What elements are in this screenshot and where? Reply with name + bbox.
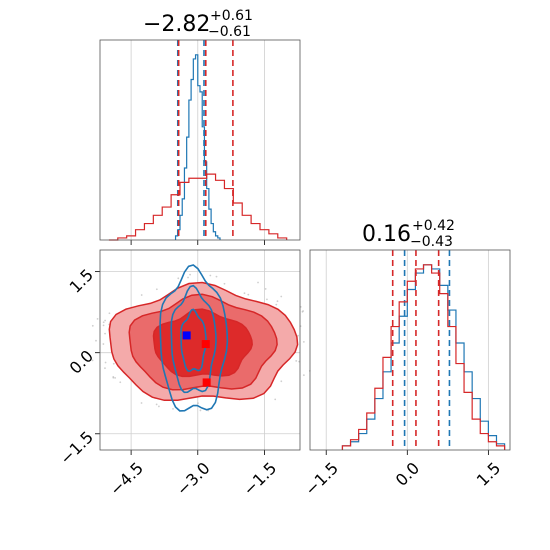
joint-sample-point [274,398,277,401]
joint-ytick-label-1: 0.0 [66,346,97,377]
m2-frame [309,249,511,451]
title-param2-value: 0.16 [362,222,411,247]
joint-marker-2 [202,378,211,387]
joint-blue-contour-2 [180,308,207,372]
m2-xtick-label-2: 1.5 [473,458,504,489]
joint-sample-point [177,277,180,280]
joint-sample-point [91,359,94,362]
joint-sample-point [209,274,212,277]
m2-xtick-label-1: 0.0 [392,458,423,489]
joint-sample-point [215,275,218,278]
joint-sample-point [114,377,117,379]
joint-sample-point [157,405,160,408]
joint-sample-point [295,360,298,362]
joint-sample-point [155,403,158,406]
joint-sample-point [257,281,259,284]
joint-sample-point [199,409,202,412]
joint-sample-point [247,293,250,296]
m1-hist-series-0 [174,54,221,240]
joint-sample-point [119,381,122,384]
joint-blue-contour-0 [159,264,229,412]
joint-sample-point [102,324,105,327]
joint-sample-point [104,319,107,322]
joint-sample-point [266,298,268,301]
title-param1-value: −2.82 [143,12,211,37]
title-param2: 0.16 +0.42 −0.43 [360,216,480,252]
joint-sample-point [102,343,105,345]
joint-ytick-label-2: 1.5 [66,265,97,296]
joint-sample-point [276,300,279,303]
joint-ytick-label-0: −1.5 [56,427,97,468]
m2-hist-series-1 [341,264,506,450]
joint-frame [99,249,301,451]
title-param2-minus: −0.43 [410,234,453,250]
title-param1-minus: −0.61 [208,24,251,40]
joint-sample-point [155,288,158,291]
joint-sample-point [302,374,305,377]
m2-xtick-label-0: −1.5 [301,458,342,499]
joint-marker-1 [201,340,210,349]
joint-sample-point [112,376,115,379]
joint-sample-point [187,276,189,279]
joint-sample-point [243,292,246,295]
joint-sample-point [91,324,94,327]
joint-sample-point [104,361,107,364]
joint-sample-point [140,402,143,404]
joint-sample-point [275,303,278,306]
joint-sample-point [104,332,106,335]
joint-sample-point [172,407,174,410]
joint-sample-point [302,340,305,343]
joint-sample-point [223,282,226,285]
joint-sample-point [96,317,99,320]
joint-xtick-label-0: −4.5 [106,458,147,499]
title-param1: −2.82 +0.61 −0.61 [140,6,260,42]
joint-xtick-label-2: −1.5 [239,458,280,499]
joint-blue-contour-1 [170,284,217,394]
title-param1-plus: +0.61 [210,8,253,24]
m1-hist-series-1 [108,173,288,241]
joint-sample-point [197,402,199,405]
joint-sample-point [140,294,143,296]
joint-sample-point [102,321,105,324]
joint-sample-point [280,380,283,383]
joint-sample-point [95,339,97,342]
joint-marker-0 [182,331,191,340]
joint-sample-point [264,288,267,290]
joint-xtick-label-1: −3.0 [173,458,214,499]
joint-sample-point [104,367,106,370]
title-param2-plus: +0.42 [412,218,455,234]
joint-sample-point [302,310,304,312]
joint-sample-point [280,295,283,298]
m1-frame [99,39,301,241]
joint-sample-point [112,362,115,365]
joint-sample-point [297,334,299,337]
joint-sample-point [189,273,191,276]
joint-sample-point [108,312,111,315]
